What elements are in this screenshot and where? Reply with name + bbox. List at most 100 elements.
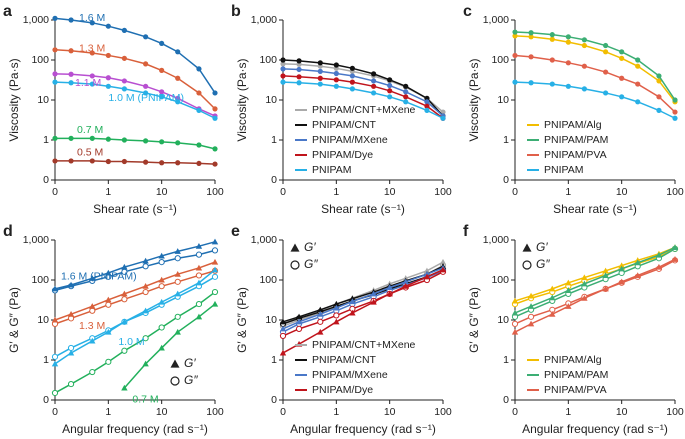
y-axis-label: Viscosity (Pa·s) xyxy=(7,58,21,141)
series-line xyxy=(282,271,444,337)
point xyxy=(196,107,202,113)
point xyxy=(671,256,679,262)
point xyxy=(602,285,609,292)
point xyxy=(105,358,112,365)
point xyxy=(121,158,127,165)
point xyxy=(158,298,165,305)
panel-letter: a xyxy=(3,3,12,20)
point xyxy=(105,75,111,81)
point xyxy=(279,332,287,340)
point xyxy=(671,244,679,251)
series-line xyxy=(54,261,216,321)
point xyxy=(105,83,111,89)
point xyxy=(158,259,165,266)
point xyxy=(121,78,127,84)
legend-marker xyxy=(170,359,180,368)
point xyxy=(175,140,181,146)
y-axis-label: G′ & G″ (Pa) xyxy=(235,287,249,353)
point xyxy=(121,27,127,33)
point xyxy=(159,89,165,95)
point xyxy=(439,258,447,265)
point xyxy=(51,360,59,367)
point xyxy=(174,270,181,277)
point xyxy=(279,318,287,325)
point xyxy=(549,285,556,292)
point xyxy=(549,57,555,63)
point xyxy=(402,278,409,285)
series-label: 1.6 M xyxy=(79,12,105,24)
legend-label: PNIPAM/Dye xyxy=(312,384,373,396)
point xyxy=(619,55,625,61)
point xyxy=(142,307,149,314)
point xyxy=(142,335,149,342)
point xyxy=(174,328,181,335)
legend-label: PNIPAM/MXene xyxy=(312,134,388,146)
point xyxy=(280,57,286,63)
point xyxy=(296,80,302,86)
point xyxy=(142,257,149,264)
point xyxy=(195,272,203,279)
point xyxy=(295,313,303,320)
point xyxy=(349,65,355,71)
x-tick-label: 0 xyxy=(52,406,58,418)
point xyxy=(317,68,323,74)
point xyxy=(68,48,74,54)
y-tick-label: 10 xyxy=(497,94,509,106)
series-label: 1.6 M (PNIPAM) xyxy=(61,271,137,283)
point xyxy=(565,83,571,89)
point xyxy=(89,158,95,164)
point xyxy=(317,328,324,335)
series-line xyxy=(282,81,444,119)
point xyxy=(68,80,74,86)
point xyxy=(121,55,127,61)
point xyxy=(121,137,127,143)
y-axis-label: Viscosity (Pa·s) xyxy=(467,58,481,141)
point xyxy=(279,325,287,332)
point xyxy=(581,86,587,92)
point xyxy=(195,300,203,308)
point xyxy=(317,318,324,325)
point xyxy=(159,160,165,166)
point xyxy=(89,20,95,26)
point xyxy=(89,368,96,376)
point xyxy=(317,310,324,317)
point xyxy=(512,29,518,35)
point xyxy=(371,90,377,96)
point xyxy=(105,23,111,29)
point xyxy=(67,349,75,356)
point xyxy=(52,71,58,77)
point xyxy=(105,296,112,303)
point xyxy=(174,255,181,262)
point xyxy=(403,83,409,89)
series-line xyxy=(282,269,444,354)
series-line xyxy=(514,248,676,305)
point xyxy=(195,242,203,249)
point xyxy=(158,344,165,351)
legend-label: G″ xyxy=(536,257,550,271)
point xyxy=(89,337,96,344)
y-tick-label: 1,000 xyxy=(23,14,49,26)
series-line xyxy=(55,137,216,150)
series-line xyxy=(514,35,676,103)
panel: d 0 1 10 100 1,000 0 1 10 100 Angular frequency (r… xyxy=(3,223,224,436)
x-tick-label: 10 xyxy=(156,406,168,418)
x-tick-label: 0 xyxy=(52,186,58,198)
point xyxy=(370,298,377,305)
point xyxy=(440,115,446,121)
point xyxy=(280,66,286,72)
point xyxy=(68,135,74,141)
y-tick-label: 10 xyxy=(37,314,49,326)
y-tick-label: 100 xyxy=(491,274,509,286)
x-tick-label: 1 xyxy=(333,406,339,418)
point xyxy=(174,290,181,297)
point xyxy=(602,267,609,274)
x-tick-label: 1 xyxy=(105,406,111,418)
point xyxy=(143,90,149,96)
point xyxy=(51,353,59,360)
point xyxy=(143,34,149,40)
point xyxy=(603,90,609,96)
point xyxy=(89,275,96,281)
point xyxy=(196,90,202,96)
series-label: 0.7 M xyxy=(132,394,158,406)
